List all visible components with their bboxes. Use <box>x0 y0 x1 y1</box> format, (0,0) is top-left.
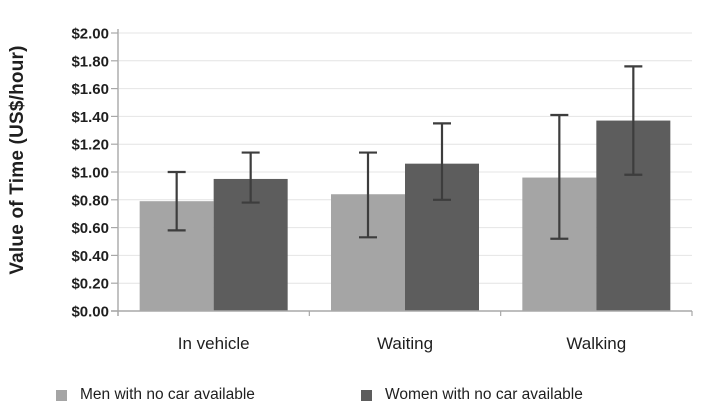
y-tick-label: $1.60 <box>71 81 109 98</box>
bars-group <box>139 120 671 311</box>
y-tick-label: $2.00 <box>71 26 109 43</box>
y-tick-label: $0.80 <box>71 192 109 209</box>
y-tick-label: $1.20 <box>71 137 109 154</box>
y-tick-label: $0.60 <box>71 220 109 237</box>
legend-swatch-women-icon <box>361 389 372 401</box>
legend-label-men: Men with no car available <box>80 386 255 403</box>
y-tick-label: $0.20 <box>71 276 109 293</box>
legend-swatch-men-icon <box>56 389 67 401</box>
x-category-label-in-vehicle: In vehicle <box>178 334 250 353</box>
x-category-label-walking: Walking <box>566 334 626 353</box>
legend-item-men: Men with no car available <box>56 386 255 404</box>
y-tick-label: $1.80 <box>71 53 109 70</box>
legend-label-women: Women with no car available <box>385 386 583 403</box>
y-tick-label: $1.40 <box>71 109 109 126</box>
axes <box>111 29 693 316</box>
y-axis-title: Value of Time (US$/hour) <box>7 45 28 274</box>
legend: Men with no car available Women with no … <box>0 386 709 410</box>
error-bars-group <box>167 65 643 240</box>
y-tick-label: $0.00 <box>71 304 109 321</box>
y-tick-label: $0.40 <box>71 248 109 265</box>
legend-item-women: Women with no car available <box>361 386 583 404</box>
x-category-label-waiting: Waiting <box>377 334 433 353</box>
y-tick-label: $1.00 <box>71 165 109 182</box>
y-tick-labels: $0.00 $0.20 $0.40 $0.60 $0.80 $1.00 $1.20 $1.40… <box>71 26 109 321</box>
